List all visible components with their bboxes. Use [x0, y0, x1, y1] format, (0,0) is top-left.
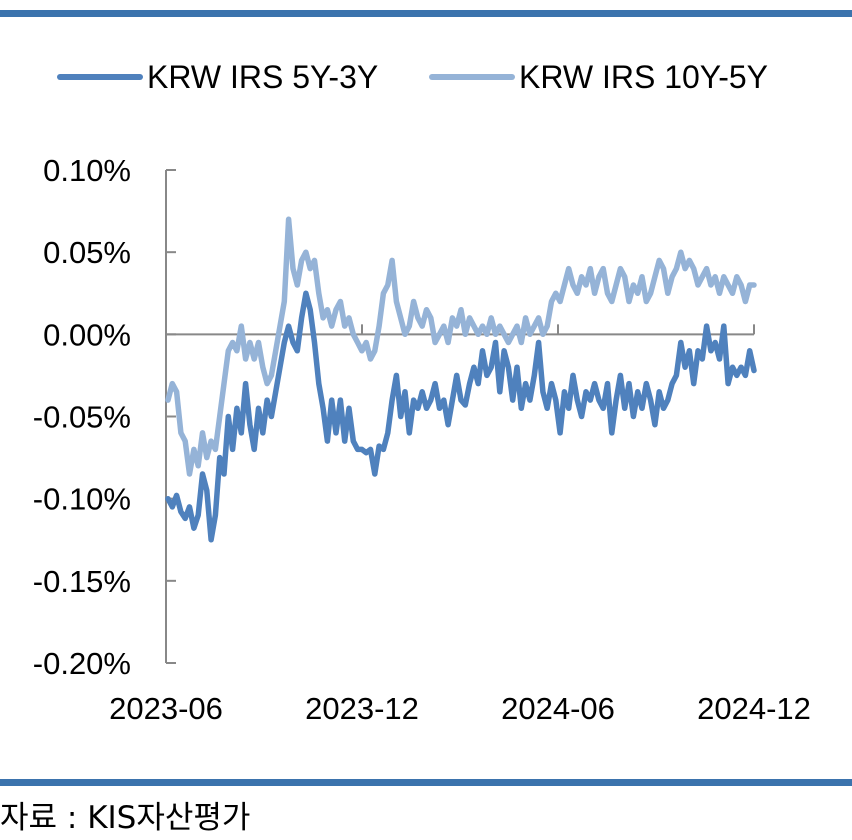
y-tick-label: -0.15%: [33, 564, 131, 599]
x-tick-label: 2023-06: [109, 691, 223, 726]
series-layer: [165, 216, 757, 543]
y-tick-label: -0.20%: [33, 646, 131, 681]
axes: 0.10% 0.05% 0.00% -0.05% -0.10% -0.15% -0.20% 2…: [33, 153, 811, 726]
legend: KRW IRS 5Y-3Y KRW IRS 10Y-5Y: [57, 59, 768, 95]
legend-item-5y-3y-label: KRW IRS 5Y-3Y: [147, 59, 378, 95]
y-tick-label: 0.05%: [43, 235, 131, 270]
legend-item-10y-5y-label: KRW IRS 10Y-5Y: [519, 59, 768, 95]
y-tick-label: -0.10%: [33, 482, 131, 517]
series-line-5y-3y: [165, 290, 757, 543]
chart: KRW IRS 5Y-3Y KRW IRS 10Y-5Y 0.10%0.05%0.…: [33, 59, 811, 726]
series-line-10y-5y: [165, 216, 757, 477]
y-tick-label: 0.10%: [43, 153, 131, 188]
y-tick-label: -0.05%: [33, 400, 131, 435]
x-tick-label: 2023-12: [305, 691, 419, 726]
bottom-rule: [0, 779, 852, 786]
top-rule: [0, 10, 852, 17]
x-tick-label: 2024-12: [697, 691, 811, 726]
x-tick-label: 2024-06: [501, 691, 615, 726]
y-tick-label: 0.00%: [43, 317, 131, 352]
source-note: 자료 : KIS자산평가: [0, 800, 251, 836]
